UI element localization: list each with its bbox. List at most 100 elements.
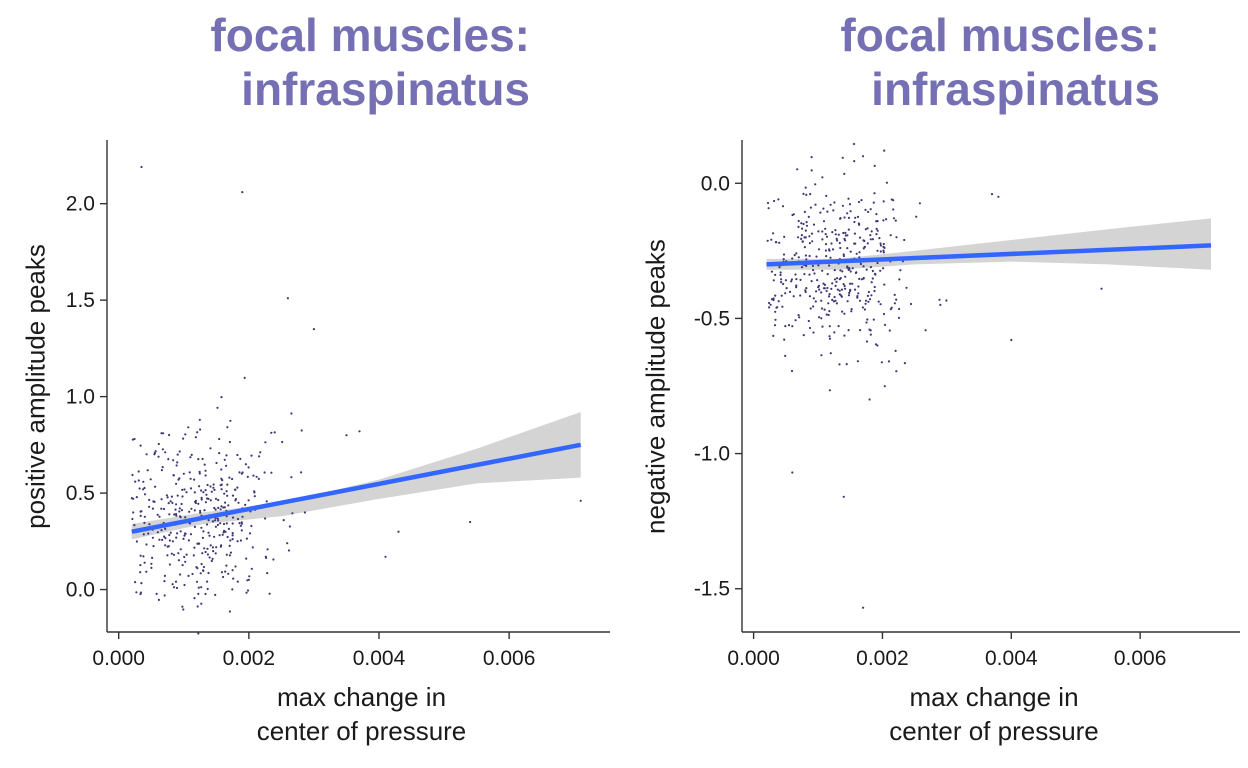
data-point: [195, 566, 198, 569]
data-point: [795, 286, 798, 289]
data-point: [769, 303, 772, 306]
data-point: [825, 255, 828, 258]
data-point: [179, 516, 182, 519]
data-point: [890, 198, 893, 201]
data-point: [199, 509, 202, 512]
data-point: [799, 294, 802, 297]
data-point: [226, 483, 229, 486]
data-point: [154, 450, 157, 453]
data-point: [845, 363, 848, 366]
data-point: [226, 494, 229, 497]
data-point: [825, 194, 828, 197]
data-point: [882, 200, 885, 203]
data-point: [201, 457, 204, 461]
data-point: [205, 493, 208, 496]
data-point: [990, 193, 994, 196]
data-point: [790, 280, 793, 283]
data-point: [844, 231, 847, 234]
data-point: [153, 500, 156, 503]
data-point: [149, 478, 152, 481]
data-point: [175, 464, 178, 467]
data-point: [164, 537, 167, 540]
data-point: [202, 565, 205, 569]
data-point: [844, 239, 847, 242]
data-point: [1100, 287, 1103, 290]
data-point: [200, 489, 203, 492]
data-point: [244, 463, 247, 466]
data-point: [918, 202, 921, 205]
data-point: [838, 241, 841, 245]
data-point: [226, 426, 229, 429]
data-point: [830, 287, 833, 290]
data-point: [220, 468, 223, 471]
data-point: [875, 227, 878, 230]
data-point: [243, 376, 246, 379]
y-tick-label: 2.0: [66, 193, 95, 216]
x-axis-label: max change in center of pressure: [112, 680, 612, 748]
data-point: [809, 307, 812, 310]
data-point: [893, 293, 896, 296]
data-point: [768, 301, 771, 305]
data-point: [176, 461, 179, 464]
data-point: [234, 499, 237, 502]
data-point: [265, 556, 268, 560]
data-point: [265, 500, 268, 503]
data-point: [218, 437, 221, 441]
data-point: [812, 269, 815, 272]
data-point: [799, 278, 802, 281]
data-point: [167, 502, 170, 505]
data-point: [220, 488, 223, 491]
data-point: [766, 201, 770, 205]
data-point: [882, 251, 885, 254]
data-point: [211, 520, 214, 523]
data-point: [189, 477, 192, 480]
data-point: [815, 255, 818, 258]
data-point: [817, 230, 820, 233]
data-point: [177, 559, 180, 562]
data-point: [204, 489, 207, 492]
data-point: [772, 232, 775, 235]
data-point: [171, 583, 174, 586]
data-point: [835, 280, 838, 283]
data-point: [797, 314, 800, 317]
data-point: [777, 198, 780, 201]
data-point: [469, 520, 472, 524]
data-point: [135, 496, 138, 499]
data-point: [266, 572, 269, 575]
data-point: [200, 562, 203, 566]
data-point: [815, 290, 818, 293]
data-point: [810, 156, 813, 159]
data-point: [779, 271, 782, 274]
data-point: [180, 502, 183, 506]
data-point: [865, 268, 868, 271]
data-point: [846, 265, 849, 268]
data-point: [151, 536, 154, 539]
data-point: [768, 306, 771, 309]
data-point: [782, 258, 785, 261]
data-point: [843, 334, 846, 337]
data-point: [189, 487, 193, 490]
data-point: [253, 491, 256, 494]
data-point: [783, 338, 786, 341]
data-point: [857, 222, 860, 225]
data-point: [885, 218, 888, 221]
data-point: [139, 571, 142, 574]
data-point: [139, 514, 142, 518]
data-point: [143, 486, 146, 490]
data-point: [828, 248, 831, 251]
data-point: [150, 566, 153, 570]
data-point: [223, 458, 226, 461]
data-point: [225, 464, 228, 467]
data-point: [204, 550, 207, 554]
data-point: [209, 499, 212, 502]
data-point: [812, 305, 815, 308]
data-point: [828, 293, 831, 296]
data-point: [217, 506, 220, 509]
data-point: [792, 295, 795, 298]
data-point: [264, 517, 267, 520]
data-point: [209, 447, 212, 450]
data-point: [864, 299, 868, 302]
data-point: [231, 538, 234, 541]
data-point: [831, 282, 834, 285]
data-point: [220, 396, 223, 399]
